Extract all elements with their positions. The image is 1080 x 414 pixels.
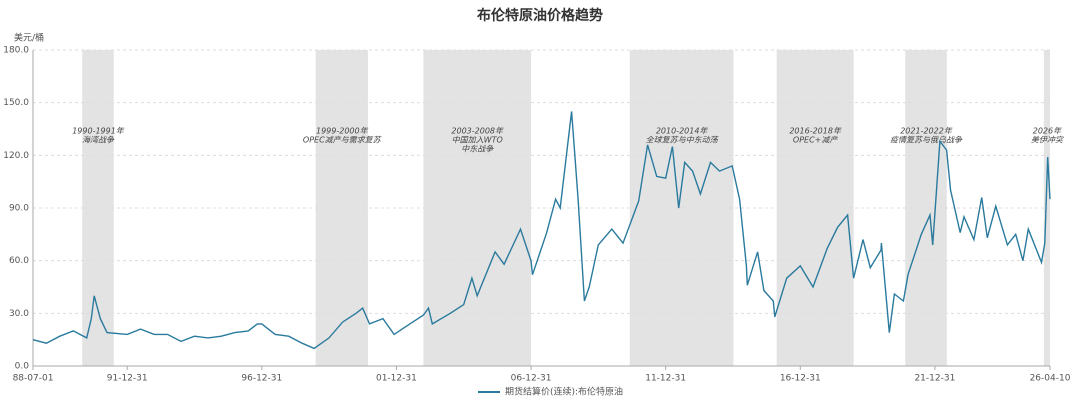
period-label: OPEC减产与需求复苏: [303, 136, 383, 145]
period-label: 2026年: [1033, 127, 1062, 136]
period-shade: [82, 50, 114, 366]
y-tick-label: 0.0: [15, 362, 30, 372]
period-label: 2003-2008年: [451, 127, 504, 136]
x-tick-label: 21-12-31: [914, 374, 955, 384]
y-tick-label: 60.0: [9, 256, 29, 266]
x-tick-label: 01-12-31: [376, 374, 417, 384]
x-tick-label: 91-12-31: [107, 374, 148, 384]
chart-title: 布伦特原油价格趋势: [477, 7, 603, 24]
x-tick-label: 11-12-31: [645, 374, 686, 384]
y-tick-label: 120.0: [3, 151, 29, 161]
period-label: 疫情复苏与俄乌战争: [890, 136, 963, 145]
period-label: 2010-2014年: [656, 127, 709, 136]
period-label: OPEC+减产: [793, 136, 838, 145]
period-label: 海湾战争: [82, 136, 115, 145]
period-label: 2016-2018年: [789, 127, 842, 136]
period-label: 2021-2022年: [900, 127, 953, 136]
period-label: 中国加入WTO: [452, 136, 503, 145]
x-tick-label: 88-07-01: [13, 374, 54, 384]
period-label: 中东战争: [461, 145, 494, 154]
period-shade: [1043, 50, 1050, 366]
price-line: [32, 111, 1051, 350]
x-tick-label: 26-04-10: [1030, 374, 1071, 384]
legend-label: 期货结算价(连续):布伦特原油: [505, 386, 623, 398]
period-label: 美伊冲突: [1031, 136, 1064, 145]
y-tick-label: 90.0: [9, 204, 29, 214]
y-tick-label: 150.0: [3, 98, 29, 108]
x-tick-label: 16-12-31: [780, 374, 821, 384]
x-tick-label: 96-12-31: [241, 374, 282, 384]
y-tick-label: 30.0: [9, 309, 29, 319]
x-tick-label: 06-12-31: [511, 374, 552, 384]
y-axis-label: 美元/桶: [14, 32, 44, 44]
period-label: 全球复苏与中东动荡: [646, 136, 720, 145]
period-label: 1999-2000年: [316, 127, 369, 136]
y-tick-label: 180.0: [3, 46, 29, 56]
period-label: 1990-1991年: [72, 127, 125, 136]
